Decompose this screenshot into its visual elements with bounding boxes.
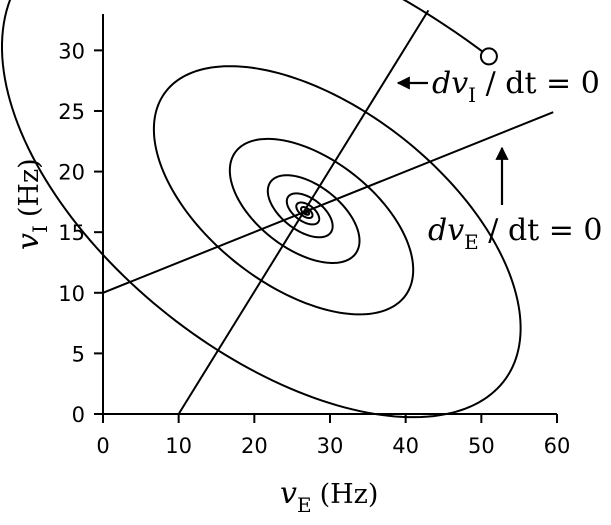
x-tick-label-20: 20 — [241, 434, 268, 458]
y-tick-label-30: 30 — [58, 39, 85, 63]
x-tick-label-60: 60 — [544, 434, 571, 458]
y-tick-label-25: 25 — [58, 100, 85, 124]
y-tick-label-15: 15 — [58, 221, 85, 245]
fixed-point-marker — [303, 209, 309, 215]
y-tick-label-5: 5 — [72, 342, 85, 366]
dvE-nullcline-line — [102, 111, 554, 294]
x-tick-label-30: 30 — [317, 434, 344, 458]
dvI-nullcline-label: dvI / dt = 0 — [432, 66, 600, 107]
trajectory-spiral — [1, 0, 522, 419]
x-tick-label-40: 40 — [392, 434, 419, 458]
x-tick-label-50: 50 — [468, 434, 495, 458]
trajectory-start-marker — [479, 47, 498, 66]
x-tick-label-10: 10 — [165, 434, 192, 458]
y-axis-title: vI(Hz) — [11, 158, 52, 250]
x-tick-label-0: 0 — [96, 434, 109, 458]
dvE-nullcline-label: dvE / dt = 0 — [428, 213, 603, 254]
x-axis-title: vE (Hz) — [280, 476, 378, 517]
y-tick-label-10: 10 — [58, 282, 85, 306]
y-tick-label-20: 20 — [58, 161, 85, 185]
y-tick-label-0: 0 — [72, 403, 85, 427]
